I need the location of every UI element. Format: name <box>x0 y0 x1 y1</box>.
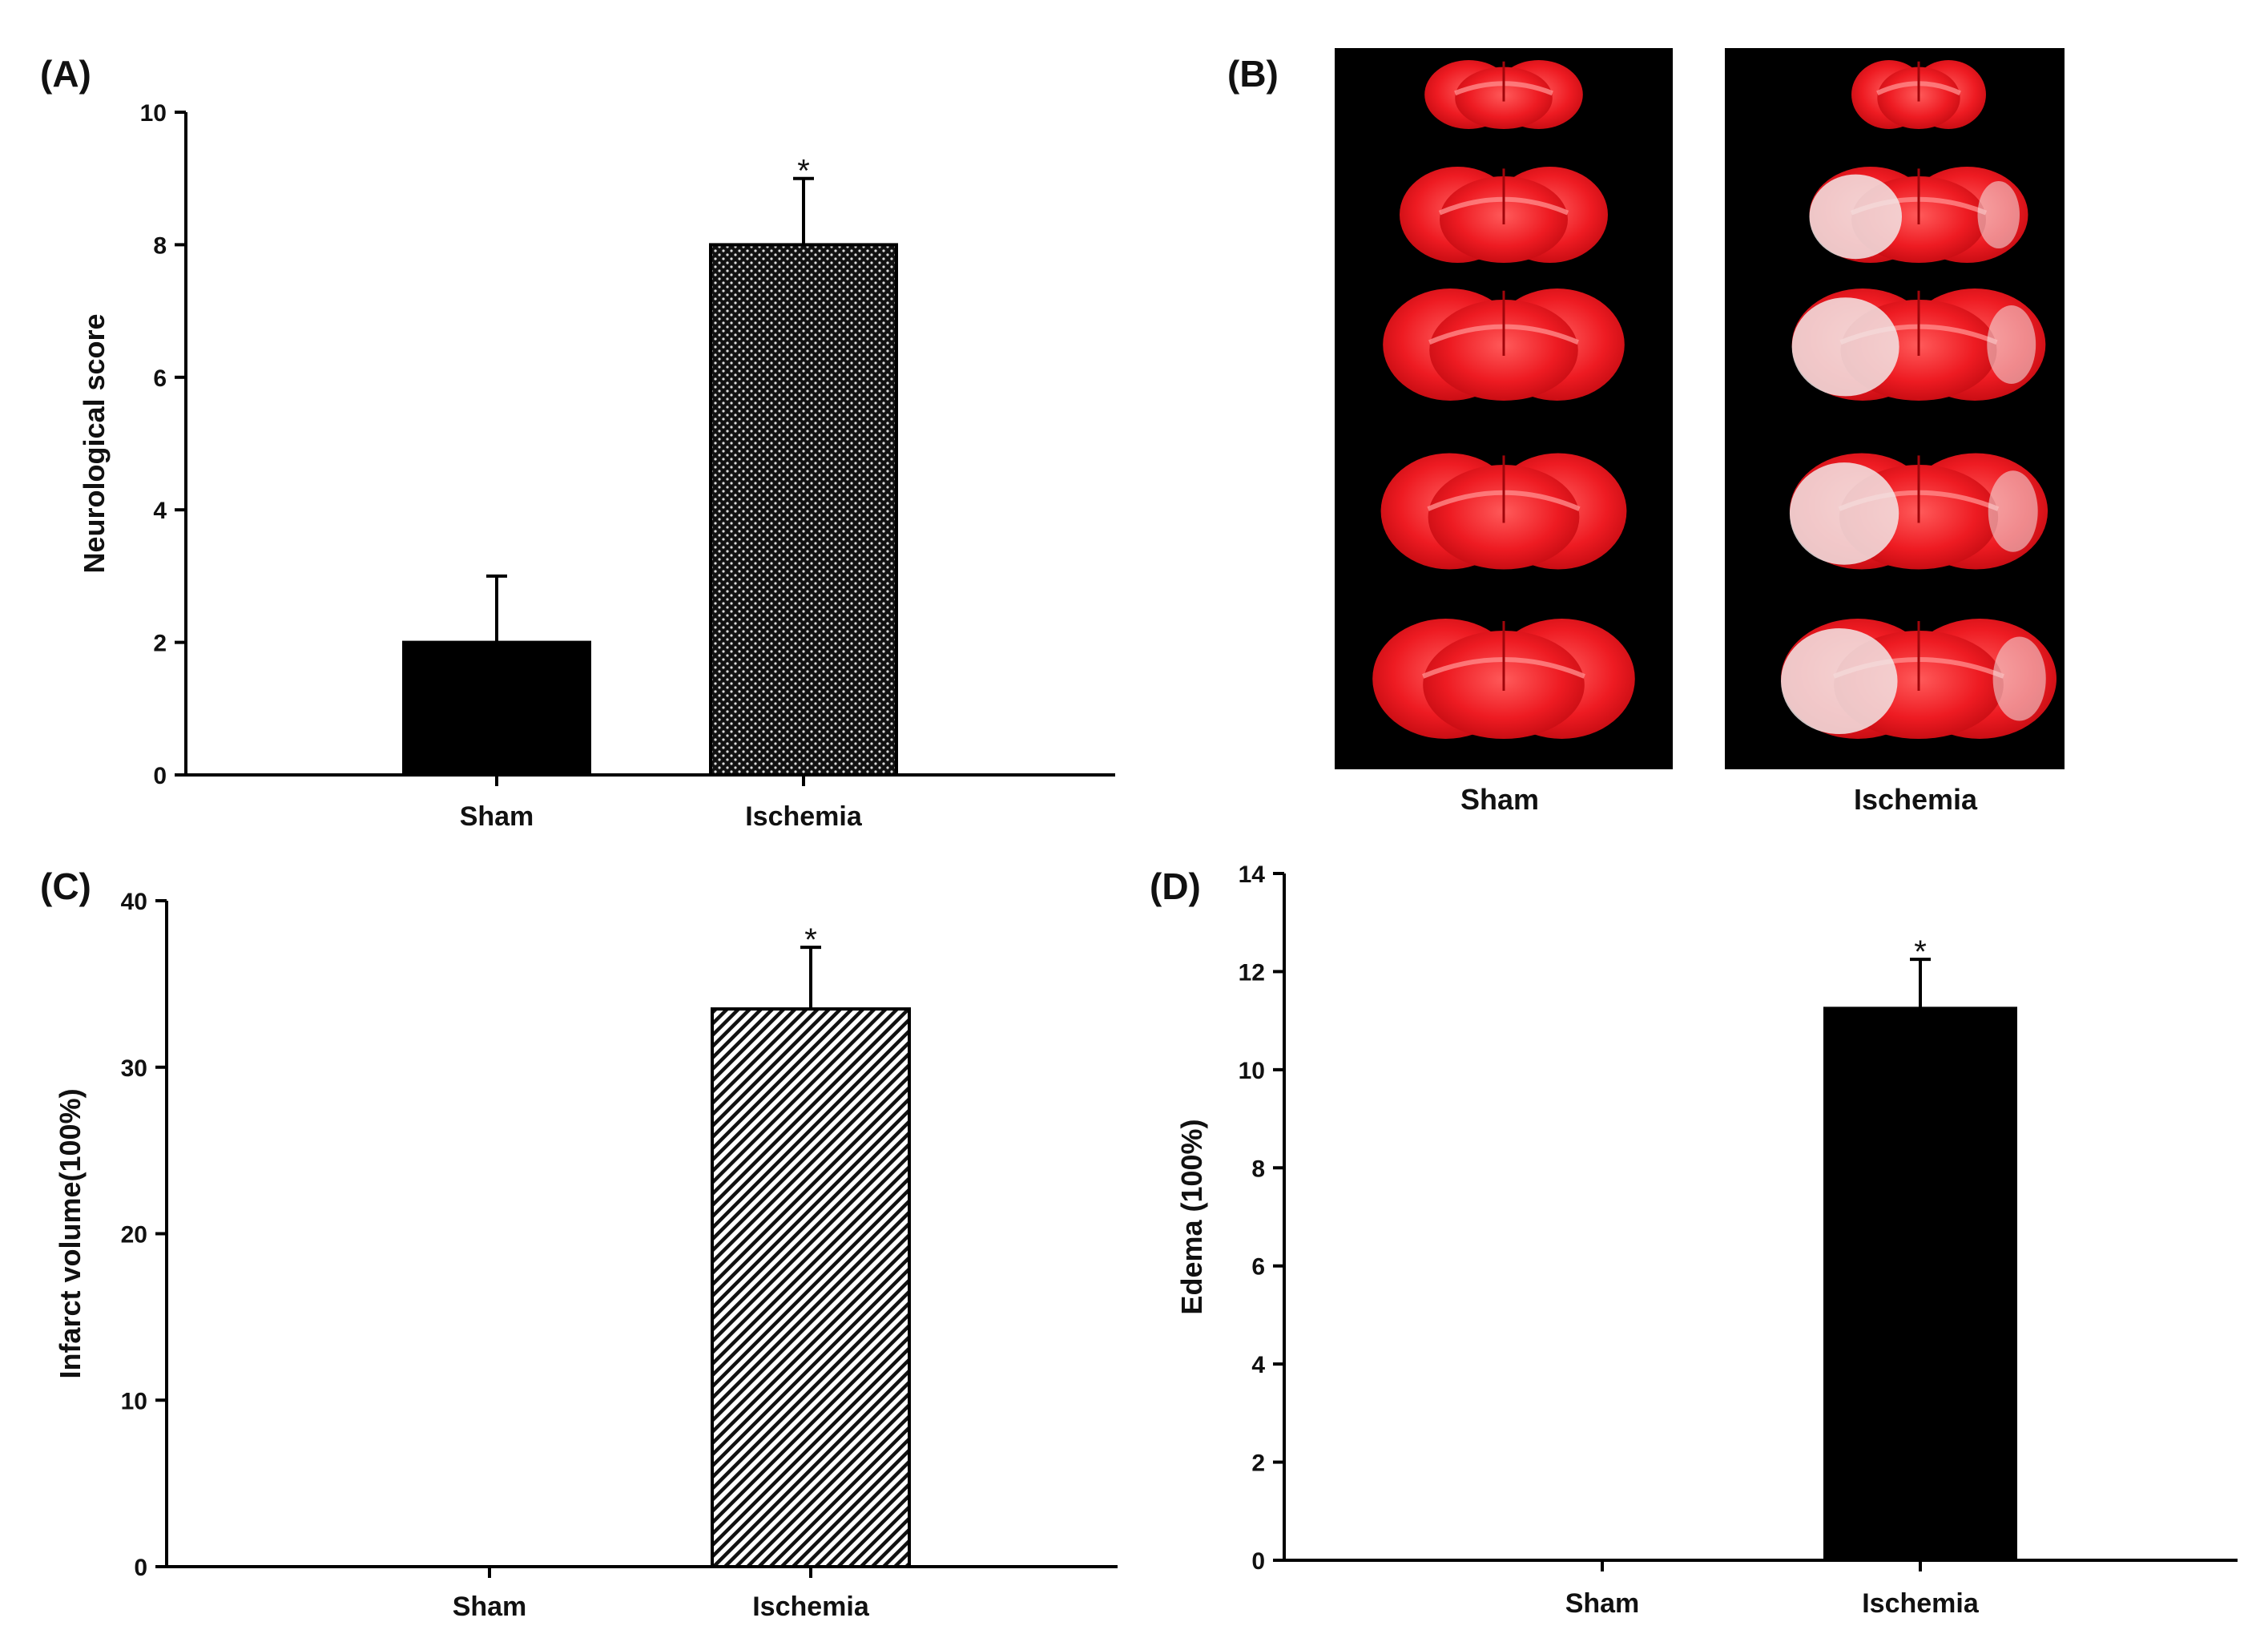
y-tick-label-c: 30 <box>121 1055 147 1082</box>
y-tick-label-c: 0 <box>134 1555 147 1581</box>
brain-slice-sham-5 <box>1372 619 1635 739</box>
panel-label-c: (C) <box>40 865 91 907</box>
y-tick-label-a: 8 <box>153 232 167 259</box>
y-tick-label-a: 10 <box>140 100 167 127</box>
panel-c-infarct-volume-chart: (C) 0 10 20 30 40 Infarct volume(100%) Sham * Isc… <box>40 865 1118 1622</box>
panel-b-brain-slices: (B) Sham Ischemia <box>1227 48 2065 816</box>
y-tick-label-a: 4 <box>153 498 167 524</box>
brain-slice-ischemia-5 <box>1781 619 2057 739</box>
y-tick-label-d: 0 <box>1251 1548 1265 1575</box>
significance-marker-a: * <box>797 154 810 189</box>
y-tick-label-a: 0 <box>153 763 167 789</box>
bar-a-sham <box>402 640 591 777</box>
bar-d-ischemia <box>1823 1007 2017 1562</box>
panel-a-neurological-score-chart: (A) 0 2 4 6 8 10 Neurological score Sham * Ischemi… <box>40 53 1115 832</box>
y-tick-label-d: 6 <box>1251 1254 1265 1281</box>
brain-slice-ischemia-3 <box>1791 288 2046 401</box>
y-tick-label-c: 40 <box>121 889 147 915</box>
y-tick-label-d: 2 <box>1251 1450 1265 1477</box>
significance-marker-d: * <box>1914 934 1927 970</box>
y-tick-label-d: 4 <box>1251 1352 1265 1378</box>
significance-marker-c: * <box>804 922 817 958</box>
panel-label-b: (B) <box>1227 53 1279 95</box>
y-tick-label-a: 2 <box>153 631 167 657</box>
panel-label-a: (A) <box>40 53 91 95</box>
brain-slice-ischemia-2 <box>1809 167 2028 263</box>
brain-slice-sham-4 <box>1380 453 1627 570</box>
y-tick-label-c: 20 <box>121 1222 147 1249</box>
y-axis-title-c: Infarct volume(100%) <box>54 1088 87 1378</box>
bar-a-ischemia <box>709 243 898 777</box>
brain-slice-sham-1 <box>1424 60 1583 129</box>
brain-slice-ischemia-1 <box>1851 60 1986 129</box>
y-tick-label-c: 10 <box>121 1388 147 1414</box>
panel-label-d: (D) <box>1150 865 1201 907</box>
brain-slice-sham-2 <box>1400 167 1608 263</box>
y-tick-label-d: 14 <box>1239 861 1266 888</box>
y-tick-label-d: 12 <box>1239 959 1265 986</box>
panel-b-label-sham: Sham <box>1460 783 1539 816</box>
x-category-label-a: Ischemia <box>745 801 863 832</box>
y-tick-label-a: 6 <box>153 365 167 392</box>
y-axis-title-d: Edema (100%) <box>1175 1119 1208 1314</box>
x-category-label-d: Sham <box>1565 1588 1640 1619</box>
panel-b-label-ischemia: Ischemia <box>1854 783 1978 816</box>
panel-d-edema-chart: (D) 0 2 4 6 8 10 12 14 Edema (100%) Sham * Ischemia <box>1150 861 2238 1619</box>
x-category-label-d: Ischemia <box>1862 1588 1980 1619</box>
x-category-label-c: Sham <box>453 1592 527 1622</box>
y-axis-title-a: Neurological score <box>78 313 111 573</box>
ischemia-slices <box>1781 60 2057 739</box>
bar-c-ischemia <box>711 1007 911 1568</box>
x-category-label-a: Sham <box>460 801 534 832</box>
y-tick-label-d: 10 <box>1239 1058 1265 1084</box>
brain-slice-ischemia-4 <box>1789 453 2048 570</box>
x-category-label-c: Ischemia <box>752 1592 870 1622</box>
y-tick-label-d: 8 <box>1251 1156 1265 1182</box>
sham-slices <box>1372 60 1635 739</box>
brain-slice-sham-3 <box>1383 288 1625 401</box>
